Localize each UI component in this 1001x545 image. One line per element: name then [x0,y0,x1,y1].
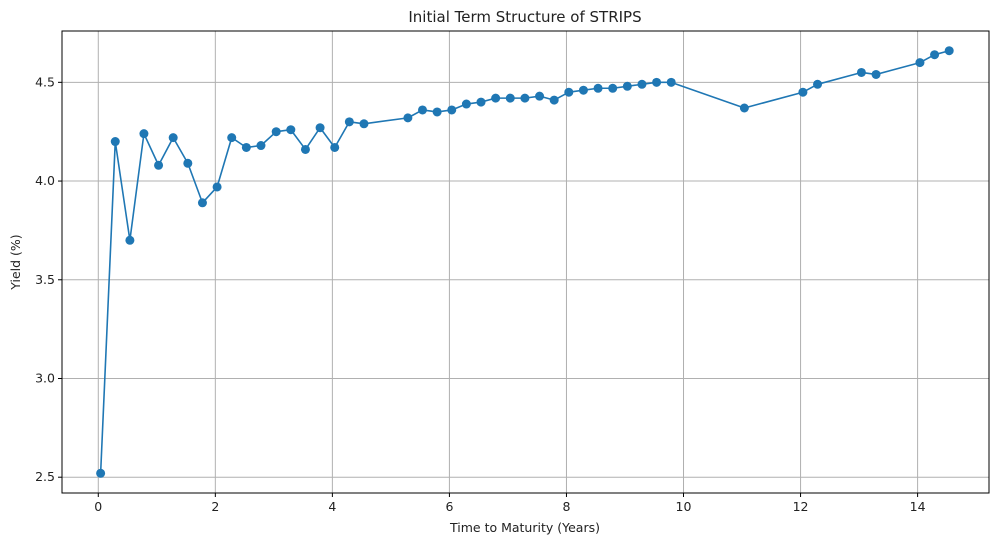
series-layer [96,46,954,478]
x-tick-label: 8 [562,499,570,514]
data-point [168,133,178,143]
data-point [813,79,823,89]
x-axis: 0 2 4 6 8 10 12 14 [94,493,926,514]
data-point [330,142,340,152]
plot-frame [61,30,990,494]
y-tick-label: 2.5 [35,469,55,484]
data-point [447,105,457,115]
data-point [125,235,135,245]
data-point [271,127,281,137]
data-point [798,87,808,97]
data-point [154,160,164,170]
plot-background [62,31,989,493]
data-point [871,69,881,79]
x-tick-label: 4 [328,499,336,514]
data-point [344,117,354,127]
data-point [930,50,940,60]
x-tick-label: 10 [676,499,692,514]
data-point [549,95,559,105]
data-point [461,99,471,109]
data-point [593,83,603,93]
y-axis: 2.5 3.0 3.5 4.0 4.5 [35,74,62,484]
data-point [535,91,545,101]
data-point [520,93,530,103]
data-point [944,46,954,56]
data-point [359,119,369,129]
y-axis-label: Yield (%) [8,234,23,290]
data-point [286,125,296,135]
x-axis-label: Time to Maturity (Years) [449,520,600,535]
x-tick-label: 0 [94,499,102,514]
data-point [578,85,588,95]
x-tick-label: 6 [445,499,453,514]
data-point [227,133,237,143]
data-point [505,93,515,103]
data-point [183,158,193,168]
data-point [315,123,325,133]
data-point [403,113,413,123]
x-tick-label: 14 [910,499,926,514]
data-point [637,79,647,89]
data-point [418,105,427,115]
series-line [99,49,950,474]
data-point [197,198,207,208]
y-tick-label: 4.0 [35,173,55,188]
data-point [96,468,106,478]
y-tick-label: 3.5 [35,272,55,287]
data-point [139,129,149,139]
data-point [256,141,266,151]
data-point [915,58,925,68]
grid [62,31,989,493]
data-point [622,81,632,91]
data-point [652,77,662,87]
chart-title: Initial Term Structure of STRIPS [408,8,641,26]
y-tick-label: 4.5 [35,74,55,89]
data-point [476,97,486,107]
data-point [608,83,618,93]
data-point [241,142,251,152]
y-tick-label: 3.0 [35,370,55,385]
data-point [300,144,310,154]
x-tick-label: 12 [793,499,809,514]
data-point [432,107,442,117]
data-point [856,67,866,77]
data-point [666,77,676,87]
data-point [110,137,120,147]
data-point [212,182,222,192]
data-point [739,103,749,113]
x-tick-label: 2 [211,499,219,514]
data-point [564,87,574,97]
data-point [491,93,501,103]
